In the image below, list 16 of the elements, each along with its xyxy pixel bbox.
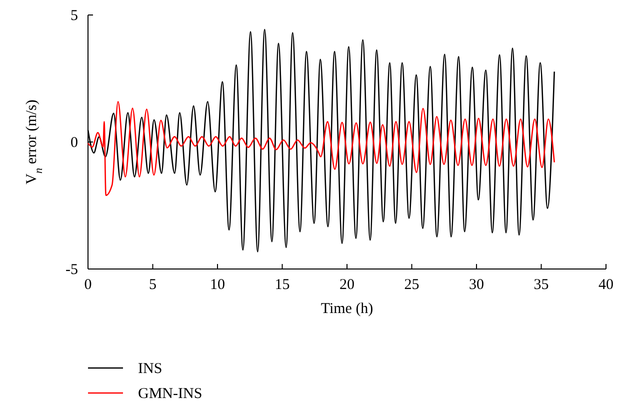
x-axis-title: Time (h) — [320, 301, 374, 317]
x-tick-label: 40 — [598, 277, 614, 293]
legend-label: GMN-INS — [138, 386, 202, 402]
y-tick-label: -5 — [66, 262, 78, 278]
x-tick-label: 25 — [404, 277, 420, 293]
x-tick-label: 20 — [340, 277, 354, 293]
y-tick-label: 5 — [70, 8, 78, 24]
line-series — [87, 100, 555, 196]
x-tick-label: 0 — [84, 277, 92, 293]
x-tick-label: 10 — [210, 277, 225, 293]
y-tick-label: 0 — [70, 135, 78, 151]
x-tick-label: 15 — [274, 277, 290, 293]
x-tick-label: 5 — [149, 277, 156, 293]
x-tick-label: 35 — [534, 277, 549, 293]
x-tick-label: 30 — [469, 277, 484, 293]
legend-label: INS — [138, 361, 162, 377]
